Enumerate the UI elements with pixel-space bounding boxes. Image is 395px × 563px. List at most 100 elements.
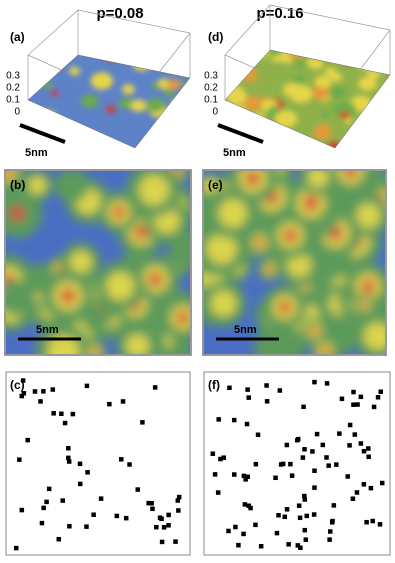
map-region (6, 279, 34, 316)
map-region (138, 174, 170, 206)
scale-bar-label: 5nm (36, 324, 59, 336)
dopant-dot (347, 443, 352, 448)
map-region (254, 322, 305, 354)
surface-peak (154, 137, 164, 145)
dopant-dot (243, 477, 248, 482)
dopant-dot (302, 497, 308, 502)
surface-peak (328, 85, 347, 100)
dopant-dot (25, 437, 30, 443)
surface-peak (173, 137, 190, 148)
positions-panel: (c) (5, 371, 191, 556)
dopant-dot (215, 490, 221, 495)
surface-peak (311, 86, 330, 100)
dopant-dot (159, 516, 164, 522)
surface-peak (389, 135, 390, 148)
surface-peak (165, 138, 175, 147)
dopant-dot (159, 539, 165, 545)
map-region (210, 290, 237, 317)
surface-peak (105, 105, 116, 114)
map-region (307, 171, 329, 188)
dopant-dot (154, 524, 159, 530)
dopant-dot (366, 454, 371, 460)
map-region (90, 349, 98, 354)
surface-peak (267, 105, 280, 115)
surface-peak (157, 78, 171, 90)
dopant-dot (59, 411, 64, 417)
dopant-dot (350, 496, 356, 501)
map-features (204, 171, 385, 354)
dopant-dot (375, 395, 381, 400)
z-tick-label: 0 (212, 107, 218, 118)
positions-panel: (f) (203, 371, 391, 556)
dopant-dot (241, 531, 246, 537)
dopant-dot (288, 461, 293, 467)
surface-peak (274, 110, 298, 128)
surface-peak (225, 85, 245, 102)
dopant-dot (175, 498, 181, 503)
map-region (303, 195, 319, 211)
panel-label: (a) (10, 30, 25, 44)
dopant-dot (176, 494, 182, 500)
dopant-dot (277, 388, 283, 393)
surface-peak (251, 50, 270, 58)
dopant-dot (20, 378, 26, 383)
surface-peak (243, 96, 263, 111)
dopant-dot (312, 485, 317, 490)
dopant-dot (258, 543, 264, 549)
dopant-dot (107, 401, 112, 407)
dopant-dot (371, 404, 377, 410)
dopant-dot (302, 527, 308, 533)
surface-peak (50, 89, 59, 96)
panel-label: (f) (208, 378, 220, 392)
map-region (206, 233, 237, 265)
dopant-dot (295, 543, 301, 548)
surface-base (28, 55, 190, 148)
positions-frame (5, 371, 191, 556)
dopant-dot (304, 513, 310, 519)
dopant-dot (302, 447, 307, 452)
surface-peak (121, 84, 135, 95)
surface-peak (68, 66, 81, 76)
z-tick-label: 0.1 (204, 95, 218, 106)
dopant-dot (41, 505, 46, 511)
dopant-dot (286, 542, 291, 547)
dopant-dot (364, 519, 369, 525)
surface-peak (151, 82, 160, 89)
dopant-dot (347, 422, 353, 428)
dopant-dot (351, 389, 356, 395)
map-region (283, 228, 298, 243)
dopant-dot (361, 482, 367, 487)
dopant-dot (361, 448, 367, 454)
dopant-dot (248, 505, 253, 511)
column-title: p=0.16 (256, 5, 303, 22)
z-tick-label: 0.3 (204, 71, 218, 82)
dopant-dot (176, 508, 181, 513)
surface-peak (358, 76, 377, 91)
dopant-dot (41, 389, 46, 394)
dopant-dot (368, 485, 374, 491)
dopant-dot (302, 493, 307, 499)
dopant-dot (98, 496, 104, 501)
positions-frame (203, 371, 391, 556)
dopant-dot (146, 500, 151, 506)
dopant-dot (331, 503, 337, 508)
surface-peak (163, 88, 174, 97)
map-image (6, 171, 190, 354)
dopant-dot (241, 473, 247, 479)
dopant-dot (44, 499, 49, 505)
z-tick-label: 0.1 (6, 95, 20, 106)
map-region (255, 238, 264, 247)
dopant-dot (242, 502, 248, 507)
dopant-dot (264, 383, 269, 388)
dopant-dot (66, 455, 71, 461)
surface-peak (184, 134, 190, 143)
z-tick-label: 0.2 (204, 83, 218, 94)
dopant-dot (210, 451, 216, 456)
dopant-dot (339, 396, 345, 402)
dopant-dot (358, 441, 364, 446)
box-edge (77, 9, 191, 34)
dopant-dot (67, 524, 72, 529)
surface-peak (260, 120, 274, 131)
box-edge (224, 4, 271, 56)
surface-outline (224, 49, 391, 149)
